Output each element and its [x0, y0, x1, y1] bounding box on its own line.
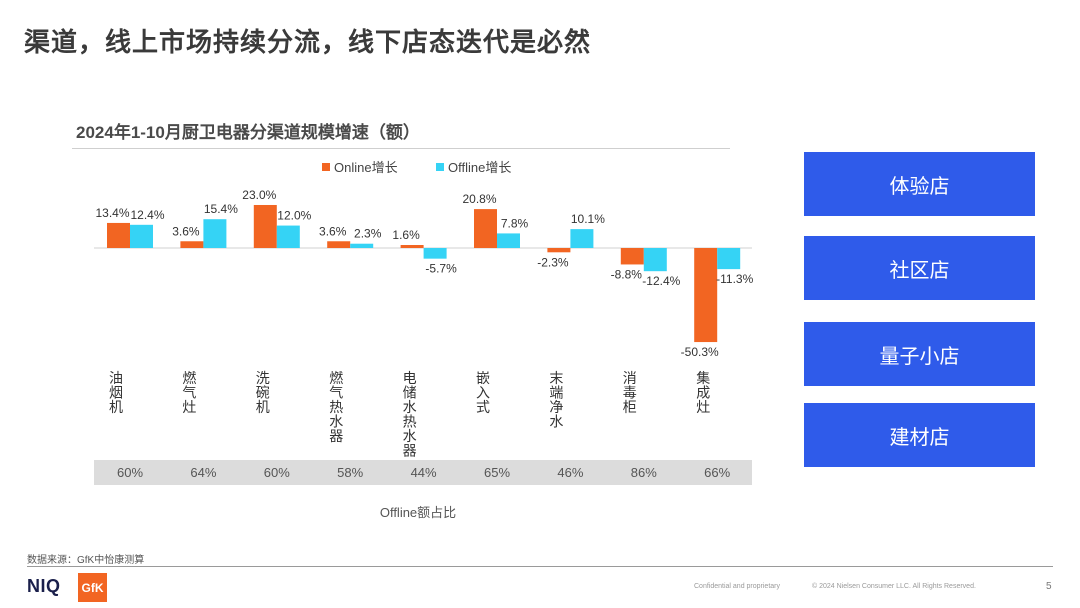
legend-label-offline: Offline增长: [448, 160, 511, 175]
store-type-experience[interactable]: 体验店: [804, 152, 1035, 216]
data-label-offline-6: 10.1%: [571, 212, 605, 226]
category-label-6: 末端净水: [549, 370, 563, 430]
data-label-online-2: 23.0%: [242, 188, 276, 202]
offline-share-label: Offline额占比: [379, 505, 457, 520]
data-source: 数据来源：GfK中怡康测算: [27, 555, 145, 566]
bar-online-8: [694, 248, 718, 343]
category-label-1: 燃气灶: [182, 370, 196, 415]
offline-share-value-2: 60%: [263, 465, 290, 480]
data-label-online-7: -8.8%: [611, 267, 643, 281]
bar-offline-7: [643, 248, 667, 272]
bar-offline-1: [203, 219, 227, 248]
copyright-notice: © 2024 Nielsen Consumer LLC. All Rights …: [812, 583, 976, 590]
offline-share-value-3: 58%: [337, 465, 364, 480]
legend-label-online: Online增长: [334, 160, 398, 175]
data-label-online-5: 20.8%: [462, 192, 496, 206]
bar-offline-0: [130, 224, 153, 248]
page-number: 5: [1046, 581, 1052, 592]
bar-online-7: [620, 248, 644, 265]
data-label-offline-3: 2.3%: [354, 227, 382, 241]
data-label-online-0: 13.4%: [95, 206, 129, 220]
store-type-community[interactable]: 社区店: [804, 236, 1035, 300]
category-label-2: 洗碗机: [256, 370, 270, 415]
category-label-3: 燃气热水器: [329, 370, 343, 444]
bar-online-2: [253, 204, 277, 248]
offline-share-value-7: 86%: [630, 465, 657, 480]
gfk-logo: GfK: [78, 573, 107, 602]
bar-online-5: [474, 209, 497, 248]
offline-share-bar: [94, 460, 752, 485]
footer-divider: [27, 566, 1053, 567]
data-label-offline-1: 15.4%: [204, 202, 238, 216]
legend-swatch-offline: [436, 163, 444, 171]
bar-online-0: [107, 222, 130, 248]
data-label-offline-7: -12.4%: [642, 274, 680, 288]
category-label-5: 嵌入式: [476, 370, 490, 415]
bar-offline-4: [423, 248, 447, 259]
data-label-online-1: 3.6%: [172, 224, 200, 238]
bar-offline-2: [276, 225, 300, 248]
offline-share-value-5: 65%: [483, 465, 511, 480]
bar-online-1: [180, 241, 204, 248]
data-label-offline-2: 12.0%: [277, 209, 311, 223]
bar-offline-8: [717, 248, 741, 270]
category-label-0: 油烟机: [109, 370, 123, 415]
confidential-notice: Confidential and proprietary: [694, 583, 780, 590]
chart-title: 2024年1-10月厨卫电器分渠道规模增速（额）: [76, 123, 420, 142]
category-label-4: 电储水热水器: [403, 370, 417, 459]
data-label-offline-5: 7.8%: [501, 216, 529, 230]
bar-online-3: [327, 241, 351, 248]
offline-share-value-8: 66%: [704, 465, 731, 480]
offline-share-value-1: 64%: [190, 465, 217, 480]
chart-title-divider: [72, 148, 730, 149]
store-type-building-materials[interactable]: 建材店: [804, 403, 1035, 467]
data-label-offline-8: -11.3%: [716, 272, 753, 286]
offline-share-value-6: 46%: [557, 465, 584, 480]
offline-share-value-4: 44%: [410, 465, 437, 480]
bar-online-4: [400, 245, 424, 248]
data-label-online-3: 3.6%: [319, 224, 347, 238]
data-label-offline-0: 12.4%: [130, 208, 164, 222]
page-title: 渠道，线上市场持续分流，线下店态迭代是必然: [24, 27, 592, 57]
category-label-8: 集成灶: [696, 370, 710, 415]
bar-online-6: [547, 248, 571, 253]
legend-swatch-online: [322, 163, 330, 171]
bar-offline-6: [570, 229, 594, 248]
bar-chart: Online增长 Offline增长 13.4% 12.4% 油烟机 3.6% 15.4% 燃…: [94, 160, 754, 459]
bar-offline-3: [350, 243, 374, 248]
offline-share-value-0: 60%: [116, 465, 144, 480]
data-label-online-4: 1.6%: [392, 228, 420, 242]
data-label-offline-4: -5.7%: [425, 262, 457, 276]
data-label-online-8: -50.3%: [681, 345, 719, 359]
data-label-online-6: -2.3%: [537, 255, 569, 269]
niq-logo: NIQ: [27, 576, 61, 596]
category-label-7: 消毒柜: [623, 370, 637, 415]
bar-offline-5: [497, 233, 520, 248]
store-type-quantum-mini[interactable]: 量子小店: [804, 322, 1035, 386]
